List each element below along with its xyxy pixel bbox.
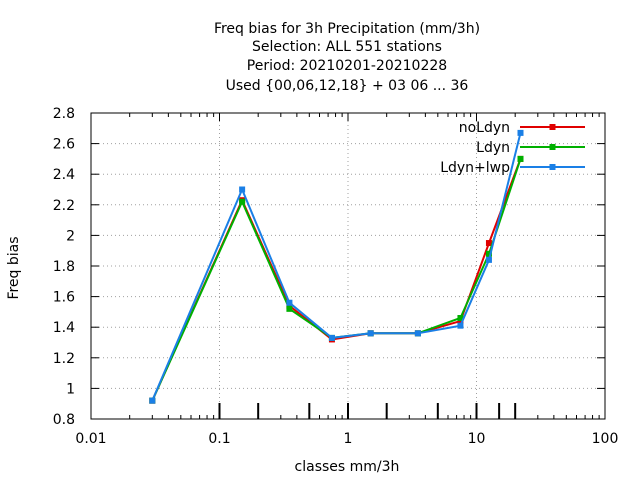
series-point-Ldyn+lwp (239, 186, 246, 193)
y-tick-label: 2.8 (53, 106, 75, 122)
grid (91, 113, 605, 419)
y-tick-labels: 0.8 1 1.2 1.4 1.6 1.8 2 2.2 2.4 2.6 2.8 (53, 106, 75, 428)
legend-label: Ldyn (476, 140, 510, 156)
legend-swatch-marker (549, 124, 556, 130)
y-tick-label: 1 (66, 381, 75, 397)
series-point-Ldyn+lwp (367, 330, 374, 337)
series-point-Ldyn (239, 198, 246, 205)
series-point-Ldyn (286, 305, 293, 312)
axis-ticks (90, 112, 606, 420)
x-tick-label: 100 (592, 431, 619, 447)
x-tick-labels: 0.01 0.1 1 10 100 (75, 431, 618, 447)
x-tick-label: 0.1 (208, 431, 230, 447)
title-line-3: Period: 20210201-20210228 (247, 58, 447, 74)
series-point-Ldyn+lwp (149, 397, 156, 404)
legend-swatch-marker (549, 144, 556, 150)
series-point-Ldyn+lwp (517, 129, 524, 136)
series-point-Ldyn (517, 155, 524, 162)
series-point-Ldyn (457, 315, 464, 322)
series-line-Ldyn (151, 158, 522, 402)
legend: noLdyn Ldyn Ldyn+lwp (440, 120, 585, 176)
legend-label: Ldyn+lwp (440, 160, 510, 176)
y-tick-label: 1.8 (53, 259, 75, 275)
x-tick-label: 0.01 (75, 431, 106, 447)
y-tick-label: 0.8 (53, 412, 75, 428)
series-point-Ldyn+lwp (286, 299, 293, 306)
y-tick-label: 2.2 (53, 198, 75, 214)
y-tick-label: 2.6 (53, 137, 75, 153)
series-layer (149, 129, 524, 404)
y-tick-label: 1.6 (53, 290, 75, 306)
y-tick-label: 1.2 (53, 351, 75, 367)
chart-title: Freq bias for 3h Precipitation (mm/3h) S… (214, 21, 480, 94)
y-tick-label: 2.4 (53, 167, 75, 183)
series-point-Ldyn+lwp (485, 256, 492, 263)
y-axis-label: Freq bias (6, 236, 22, 299)
title-line-1: Freq bias for 3h Precipitation (mm/3h) (214, 21, 480, 37)
title-line-2: Selection: ALL 551 stations (252, 39, 442, 55)
legend-swatch-marker (549, 164, 556, 170)
series-point-noLdyn (286, 302, 293, 309)
x-tick-label: 1 (344, 431, 353, 447)
series-point-noLdyn (457, 318, 464, 325)
x-axis-label: classes mm/3h (295, 459, 400, 475)
y-tick-label: 2 (66, 228, 75, 244)
series-point-Ldyn (485, 250, 492, 257)
series-point-Ldyn+lwp (414, 330, 421, 337)
series-point-Ldyn+lwp (328, 334, 335, 341)
title-line-4: Used {00,06,12,18} + 03 06 ... 36 (226, 78, 469, 94)
y-tick-label: 1.4 (53, 320, 75, 336)
x-tick-label: 10 (468, 431, 486, 447)
legend-label: noLdyn (459, 120, 510, 136)
series-point-Ldyn+lwp (457, 322, 464, 329)
series-point-noLdyn (485, 240, 492, 247)
